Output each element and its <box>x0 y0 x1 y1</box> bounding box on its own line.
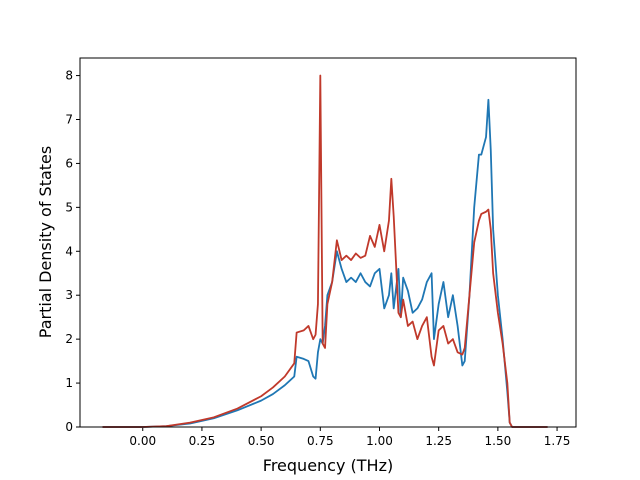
plot-frame <box>79 57 577 428</box>
x-tick-label: 0.50 <box>248 434 275 448</box>
y-tick-label: 0 <box>65 420 73 434</box>
x-tick-label: 1.50 <box>485 434 512 448</box>
x-tick-label: 1.75 <box>544 434 571 448</box>
series-line <box>102 98 548 428</box>
y-tick-label: 4 <box>65 244 73 258</box>
y-tick-label: 1 <box>65 376 73 390</box>
x-axis-label: Frequency (THz) <box>263 456 393 475</box>
x-tick-label: 0.00 <box>129 434 156 448</box>
series-line <box>102 74 548 428</box>
x-tick-label: 1.00 <box>366 434 393 448</box>
y-tick-label: 8 <box>65 69 73 83</box>
x-tick-label: 1.25 <box>425 434 452 448</box>
y-tick-label: 2 <box>65 332 73 346</box>
y-tick-label: 3 <box>65 288 73 302</box>
y-axis-label: Partial Density of States <box>36 146 55 338</box>
y-tick-label: 7 <box>65 113 73 127</box>
x-tick-label: 0.75 <box>307 434 334 448</box>
x-tick-label: 0.25 <box>189 434 216 448</box>
y-tick-label: 6 <box>65 156 73 170</box>
y-tick-label: 5 <box>65 200 73 214</box>
